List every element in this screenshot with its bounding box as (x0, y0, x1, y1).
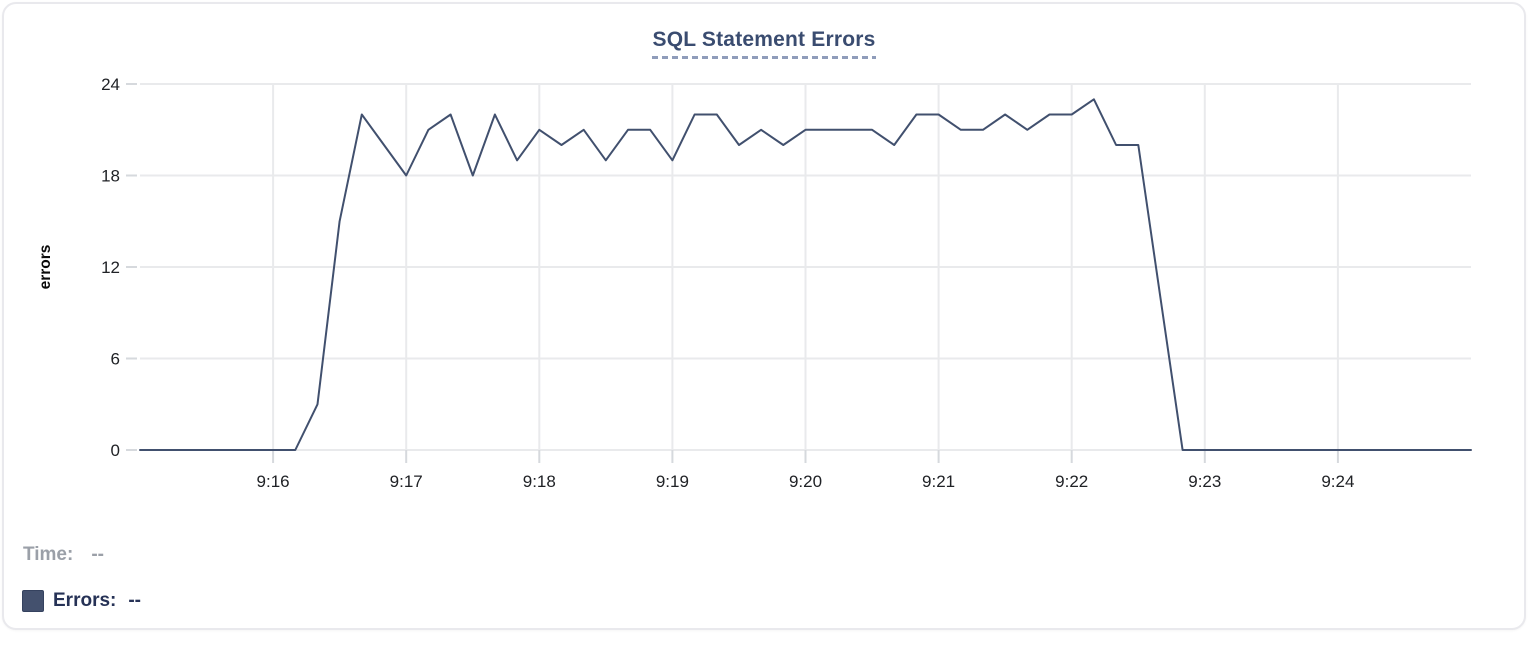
x-tick-label: 9:23 (1188, 472, 1221, 491)
legend-time-row: Time: -- (23, 543, 104, 567)
line-chart[interactable]: 0 6 12 18 24 9:16 9:17 9:18 9:19 9:20 9:21 9:22 9:23… (0, 0, 1528, 505)
x-tick-label: 9:24 (1321, 472, 1354, 491)
chart-header: SQL Statement Errors (0, 28, 1528, 59)
chart-title-link[interactable]: SQL Statement Errors (652, 28, 876, 59)
x-tick-label: 9:17 (390, 472, 423, 491)
chart-title: SQL Statement Errors (652, 28, 876, 51)
chart-card (2, 2, 1526, 630)
x-tick-label: 9:21 (922, 472, 955, 491)
legend-errors-label: Errors: (53, 590, 117, 611)
errors-series-swatch (22, 590, 44, 612)
y-tick-label: 12 (101, 258, 120, 277)
legend-time-value: -- (91, 544, 104, 565)
x-tick-label: 9:16 (257, 472, 290, 491)
x-tick-label: 9:18 (523, 472, 556, 491)
legend-errors-row: Errors: -- (22, 589, 141, 613)
x-tick-label: 9:22 (1055, 472, 1088, 491)
y-tick-label: 24 (101, 75, 120, 94)
x-tick-label: 9:20 (789, 472, 822, 491)
y-tick-label: 0 (111, 441, 120, 460)
y-axis-label: errors (37, 245, 54, 290)
title-dashed-underline (652, 56, 876, 59)
errors-series-line (139, 98, 1472, 451)
legend-time-label: Time: (23, 544, 74, 565)
y-tick-label: 18 (101, 167, 120, 186)
legend-errors-value: -- (128, 590, 142, 611)
y-tick-label: 6 (111, 350, 120, 369)
x-tick-label: 9:19 (656, 472, 689, 491)
